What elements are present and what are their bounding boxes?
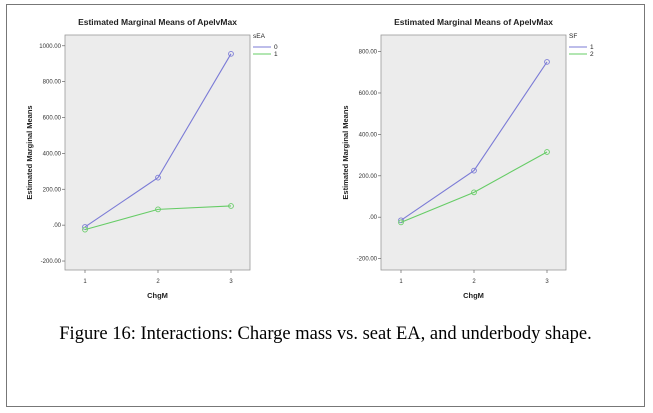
legend-entry: 1 — [274, 51, 278, 58]
x-tick-label: 3 — [229, 279, 233, 285]
figure-caption: Figure 16: Interactions: Charge mass vs.… — [59, 324, 592, 344]
x-tick-label: 1 — [83, 279, 87, 285]
y-tick-label: 800.00 — [359, 50, 378, 56]
data-point — [398, 219, 404, 226]
legend-title: SF — [569, 33, 577, 40]
y-tick-label: 600.00 — [43, 116, 62, 122]
legend-title: sEA — [253, 33, 266, 40]
plot-area — [64, 34, 251, 271]
data-point — [82, 226, 88, 233]
series-line-2 — [400, 151, 548, 223]
y-tick-label: 1000.00 — [39, 44, 61, 50]
y-axis-label: Estimated Marginal Means — [25, 105, 34, 199]
legend-entry: 0 — [274, 44, 278, 51]
plot-area — [380, 34, 567, 271]
data-point — [544, 149, 550, 155]
data-point — [228, 50, 234, 57]
data-point — [155, 174, 161, 181]
y-tick-label: .00 — [53, 223, 62, 229]
chart-title: Estimated Marginal Means of ApelvMax — [394, 17, 553, 27]
y-tick-label: 200.00 — [359, 174, 378, 180]
legend-entry: 1 — [590, 44, 594, 51]
chart-right: Estimated Marginal Means of ApelvMax 800.… — [341, 17, 594, 300]
data-point — [471, 189, 477, 196]
x-tick-label: 2 — [156, 279, 160, 285]
y-tick-label: 200.00 — [43, 187, 62, 193]
series-line-1 — [84, 205, 232, 231]
data-point — [155, 206, 161, 213]
x-axis-label: ChgM — [463, 291, 484, 300]
x-axis-label: ChgM — [147, 291, 168, 300]
series-line-0 — [84, 53, 232, 228]
series-line-1 — [400, 61, 548, 221]
y-tick-label: 400.00 — [359, 132, 378, 138]
y-tick-label: -200.00 — [357, 257, 378, 263]
x-tick-label: 3 — [545, 279, 549, 285]
data-point — [228, 203, 234, 209]
x-tick-label: 2 — [472, 279, 476, 285]
legend-entry: 2 — [590, 51, 594, 58]
y-tick-label: -200.00 — [41, 259, 62, 265]
data-point — [471, 167, 477, 174]
x-tick-label: 1 — [399, 279, 403, 285]
y-tick-label: 400.00 — [43, 151, 62, 157]
chart-left: Estimated Marginal Means of ApelvMax 1000… — [25, 17, 278, 300]
y-tick-label: 800.00 — [43, 80, 62, 86]
chart-title: Estimated Marginal Means of ApelvMax — [78, 17, 237, 27]
y-tick-label: .00 — [369, 215, 378, 221]
data-point — [398, 217, 404, 224]
y-axis-label: Estimated Marginal Means — [341, 105, 350, 199]
y-tick-label: 600.00 — [359, 91, 378, 97]
data-point — [544, 59, 550, 65]
